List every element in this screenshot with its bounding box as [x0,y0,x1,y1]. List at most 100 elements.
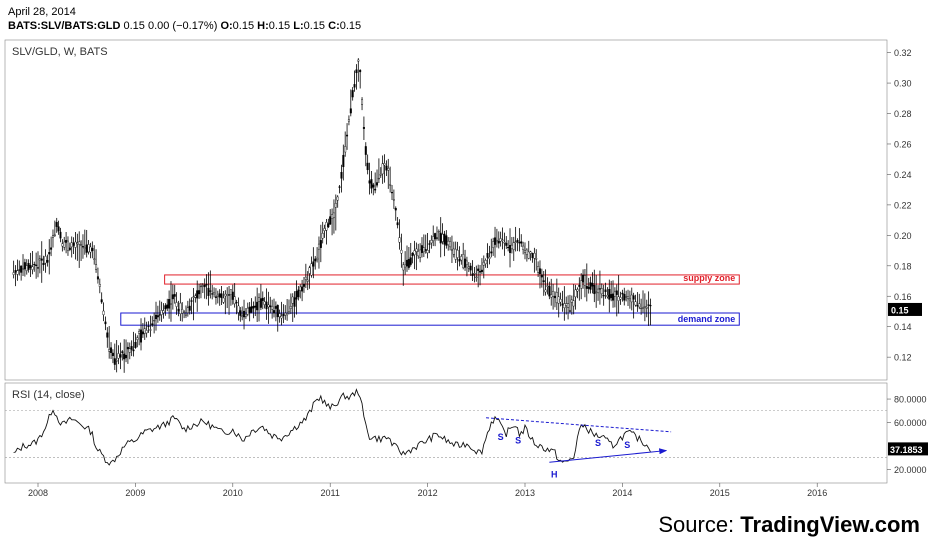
price-candle-body [441,234,444,242]
price-candle-body [301,286,304,292]
price-candle-body [387,168,390,171]
price-candle-body [153,320,156,322]
price-candle-body [121,351,124,353]
price-candle-body [271,306,274,310]
price-candle-body [527,251,530,259]
price-candle-body [53,234,56,236]
price-candle-body [91,248,94,252]
price-axis-label: 0.12 [894,353,912,363]
price-candle-body [141,331,144,335]
price-candle-body [48,252,51,255]
price-pane[interactable]: 0.32 0.30 0.28 0.26 0.24 0.22 0.20 0.18 0.16 0.14… [12,48,922,373]
price-candle-body [140,329,143,343]
price-candle-body [286,313,289,316]
price-candle-body [102,310,105,315]
price-candle-body [443,233,446,245]
price-candle-body [634,301,637,306]
price-candle-body [456,249,459,258]
price-candle-body [447,240,450,246]
price-axis-label: 0.24 [894,170,912,180]
price-candle-body [520,241,523,244]
price-candle-body [14,270,17,273]
rsi-line [13,388,651,466]
price-axis-label: 0.28 [894,109,912,119]
rsi-pattern-label: S [515,436,521,446]
price-candle-body [222,297,225,303]
price-candle-body [162,310,165,314]
price-candle-body [336,196,339,201]
price-candle-body [256,301,259,311]
price-candle-body [119,354,122,358]
time-axis[interactable]: 2008 2009 2010 2011 2012 2013 2014 2015 2016 [28,483,827,498]
price-candle-body [136,337,139,340]
price-candle-body [287,311,290,314]
price-candle-body [559,299,562,303]
time-axis-label: 2016 [807,488,827,498]
price-candle-body [458,258,461,262]
price-candle-body [627,296,630,299]
price-candle-body [149,329,152,331]
price-candle-body [297,289,300,298]
price-candle-body [413,250,416,255]
price-candle-body [454,248,457,260]
price-candle-body [548,286,551,297]
time-axis-label: 2015 [710,488,730,498]
price-candle-body [555,292,558,304]
price-candle-body [196,290,199,299]
price-candle-body [567,303,570,308]
price-candle-body [334,203,337,208]
price-candle-body [59,231,62,239]
price-candle-body [593,285,596,295]
price-candle-body [462,254,465,268]
price-candle-body [434,233,437,240]
open-label: O: [220,20,233,32]
price-candle-body [254,305,257,308]
source-prefix: Source: [658,512,741,537]
symbol-label[interactable]: BATS:SLV/BATS:GLD [8,20,121,32]
price-candle-body [525,249,528,255]
price-candle-body [278,313,281,317]
price-candle-body [432,236,435,241]
price-candle-body [190,300,193,302]
price-candle-body [246,307,249,315]
price-candle-body [623,294,626,301]
price-candle-body [158,314,161,316]
price-candle-body [188,305,191,311]
chart-canvas[interactable]: 0.32 0.30 0.28 0.26 0.24 0.22 0.20 0.18 0.16 0.14… [0,0,932,510]
price-candle-body [357,59,360,62]
price-candle-body [293,297,296,307]
price-candle-body [610,294,613,298]
time-axis-label: 2014 [612,488,632,498]
price-axis-label: 0.14 [894,322,912,332]
price-axis-label: 0.18 [894,261,912,271]
price-candle-body [510,244,513,249]
rsi-pane-title: RSI (14, close) [12,389,85,401]
price-candle-body [308,267,311,274]
price-candle-body [123,353,126,360]
price-candle-body [509,245,512,253]
price-candle-body [207,287,210,296]
price-candle-body [381,163,384,175]
price-candle-body [439,232,442,244]
price-candle-body [353,84,356,88]
price-candle-body [368,180,371,184]
rsi-support-arrow [549,448,668,463]
demand-zone-box [120,312,740,326]
price-candle-body [63,241,66,248]
price-candle-body [550,294,553,298]
price-candle-body [72,242,75,246]
price-axis-label: 0.26 [894,139,912,149]
price-candle-body [22,268,25,270]
price-candle-body [409,257,412,265]
price-candle-body [18,269,21,271]
price-candle-body [396,222,399,226]
price-candle-body [632,295,635,300]
price-candle-body [578,284,581,287]
price-candle-body [561,303,564,306]
price-candle-body [284,312,287,316]
price-candle-body [435,237,438,239]
rsi-pane[interactable]: 80.0000 60.0000 20.0000 S S H S S 37.1853 [5,388,928,480]
price-candle-body [229,289,232,295]
price-candle-body [407,259,410,268]
price-candle-body [46,260,49,263]
